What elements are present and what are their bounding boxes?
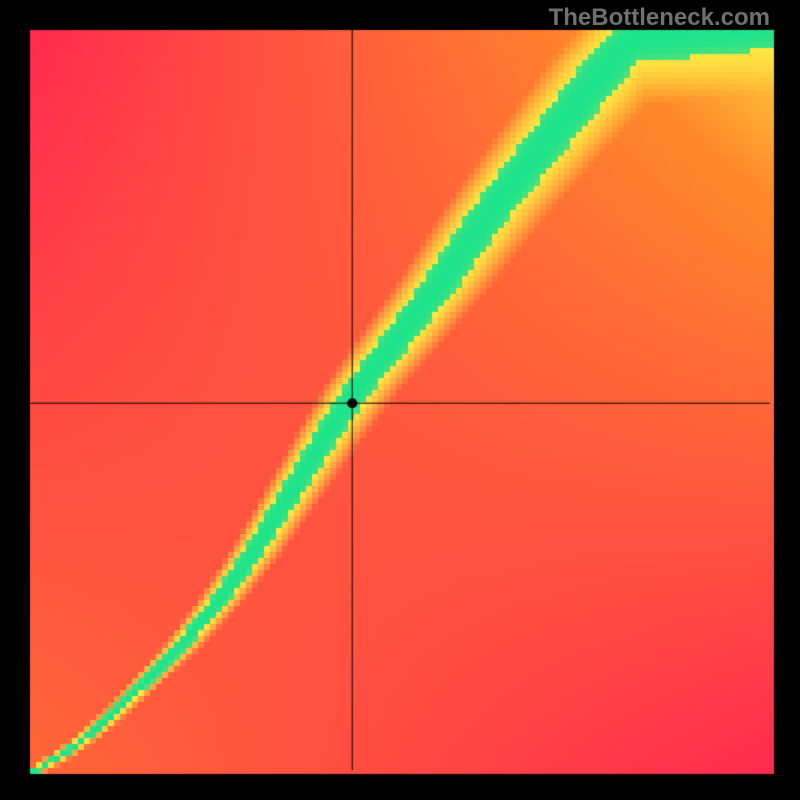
watermark-text: TheBottleneck.com: [549, 4, 770, 32]
bottleneck-heatmap: [0, 0, 800, 800]
